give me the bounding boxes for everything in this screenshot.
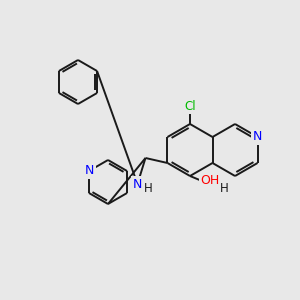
Text: OH: OH [200,175,220,188]
Text: H: H [220,182,228,196]
Text: N: N [84,164,94,178]
Text: N: N [133,178,142,190]
Text: N: N [253,130,262,143]
Text: Cl: Cl [184,100,196,112]
Text: H: H [144,182,153,196]
